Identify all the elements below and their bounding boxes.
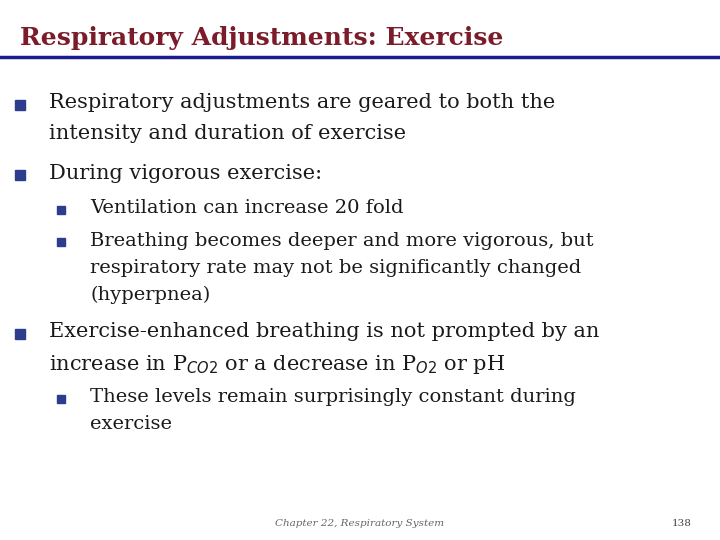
Text: Chapter 22, Respiratory System: Chapter 22, Respiratory System (276, 519, 444, 528)
Text: increase in P$_{CO2}$ or a decrease in P$_{O2}$ or pH: increase in P$_{CO2}$ or a decrease in P… (49, 353, 505, 376)
Text: intensity and duration of exercise: intensity and duration of exercise (49, 124, 406, 143)
Text: Breathing becomes deeper and more vigorous, but: Breathing becomes deeper and more vigoro… (90, 232, 593, 249)
Text: Respiratory adjustments are geared to both the: Respiratory adjustments are geared to bo… (49, 93, 555, 112)
Text: exercise: exercise (90, 415, 172, 433)
Text: 138: 138 (671, 519, 691, 528)
Text: Exercise-enhanced breathing is not prompted by an: Exercise-enhanced breathing is not promp… (49, 322, 599, 341)
Text: Respiratory Adjustments: Exercise: Respiratory Adjustments: Exercise (20, 26, 503, 50)
Text: (hyperpnea): (hyperpnea) (90, 286, 210, 304)
Text: During vigorous exercise:: During vigorous exercise: (49, 164, 322, 183)
Text: Ventilation can increase 20 fold: Ventilation can increase 20 fold (90, 199, 403, 217)
Text: These levels remain surprisingly constant during: These levels remain surprisingly constan… (90, 388, 576, 406)
Text: respiratory rate may not be significantly changed: respiratory rate may not be significantl… (90, 259, 581, 276)
